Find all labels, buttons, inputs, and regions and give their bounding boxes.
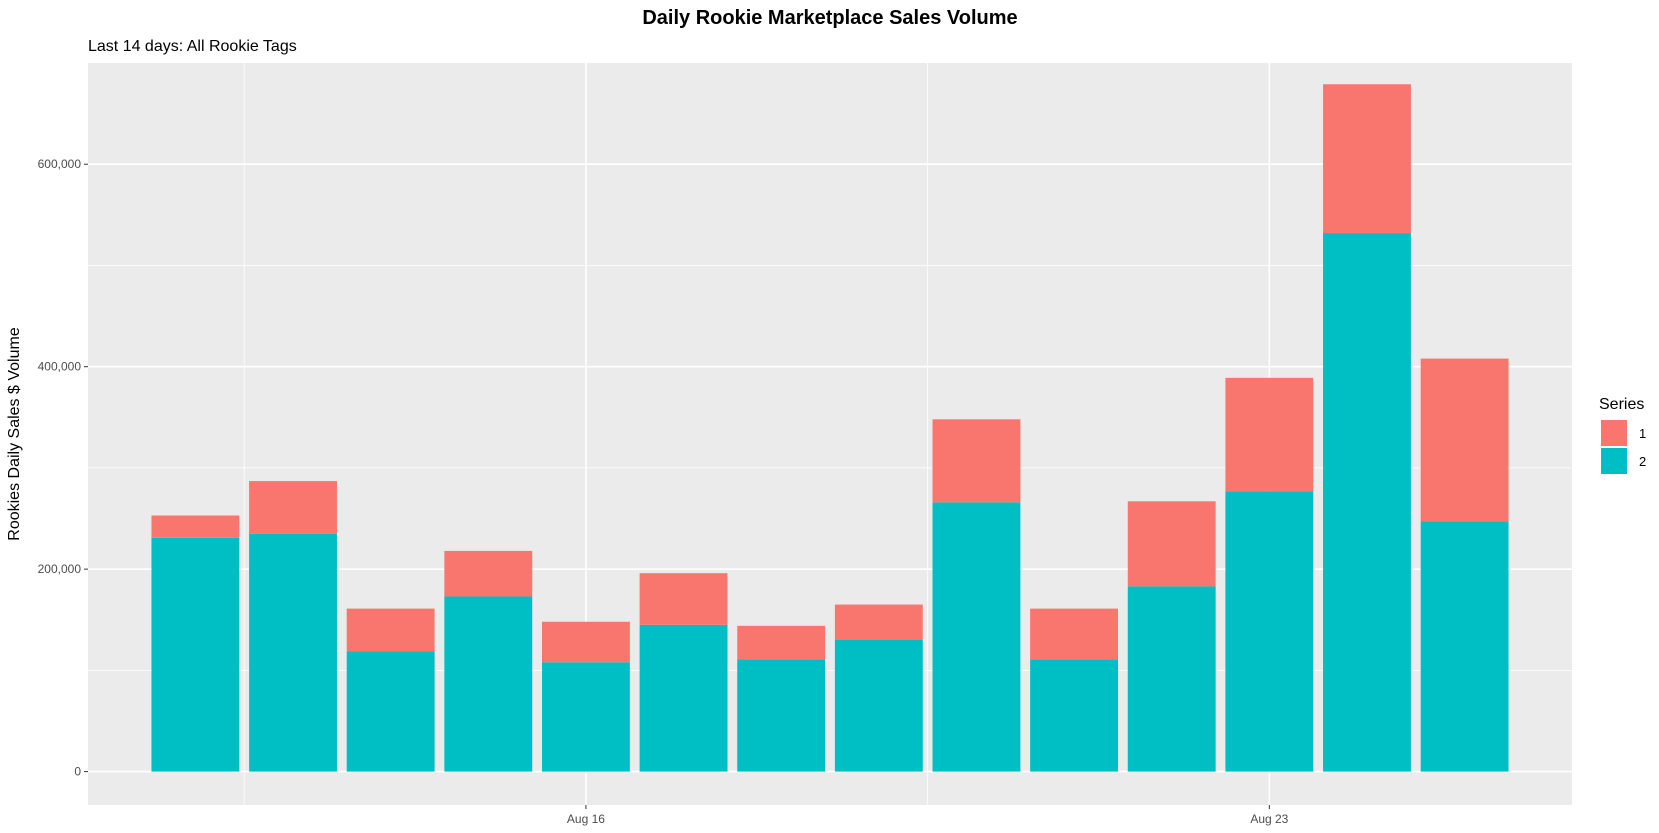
bar-series-2: [249, 533, 337, 772]
legend-key-1: [1601, 420, 1627, 446]
x-tick-label: Aug 16: [567, 812, 605, 826]
bar-series-1: [151, 515, 240, 538]
bar-series-2: [541, 662, 630, 772]
x-axis: Aug 16 Aug 23: [567, 805, 1289, 826]
y-axis-title: Rookies Daily Sales $ Volume: [6, 327, 23, 541]
bar-series-2: [1127, 586, 1216, 772]
bar-series-2: [1420, 521, 1509, 772]
chart-title: Daily Rookie Marketplace Sales Volume: [642, 7, 1017, 29]
legend: Series 1 2: [1599, 396, 1646, 474]
y-tick-label: 0: [74, 765, 81, 779]
bar-series-1: [1127, 501, 1216, 587]
bar-series-1: [444, 550, 533, 597]
bar-series-1: [834, 604, 923, 640]
bar-series-2: [1323, 233, 1411, 772]
legend-title: Series: [1599, 396, 1644, 413]
bar-series-1: [1225, 377, 1314, 492]
x-tick-label: Aug 23: [1250, 812, 1288, 826]
legend-key-2: [1601, 448, 1627, 474]
bar-series-1: [249, 481, 337, 534]
bar-series-2: [346, 651, 435, 772]
bar-series-2: [834, 639, 923, 772]
y-tick-label: 400,000: [38, 360, 82, 374]
y-tick-label: 600,000: [38, 157, 82, 171]
bar-series-2: [932, 502, 1021, 772]
bar-series-2: [444, 596, 533, 772]
chart-subtitle: Last 14 days: All Rookie Tags: [88, 38, 297, 55]
bar-series-2: [151, 537, 240, 772]
legend-label-2: 2: [1639, 454, 1646, 469]
bar-series-1: [639, 573, 728, 625]
bar-series-1: [541, 621, 630, 663]
bar-series-2: [1225, 491, 1314, 772]
bar-series-1: [1030, 608, 1119, 660]
bar-series-2: [639, 624, 728, 772]
bar-series-1: [1420, 358, 1509, 522]
legend-label-1: 1: [1639, 426, 1646, 441]
y-axis: 0 200,000 400,000 600,000: [38, 157, 88, 779]
bar-series-2: [737, 659, 826, 772]
bar-series-1: [737, 625, 826, 660]
bar-series-1: [932, 419, 1021, 503]
bar-series-1: [1323, 84, 1411, 234]
y-tick-label: 200,000: [38, 562, 82, 576]
bar-series-2: [1030, 659, 1119, 772]
bars-group: [151, 84, 1509, 772]
bar-series-1: [346, 608, 435, 652]
